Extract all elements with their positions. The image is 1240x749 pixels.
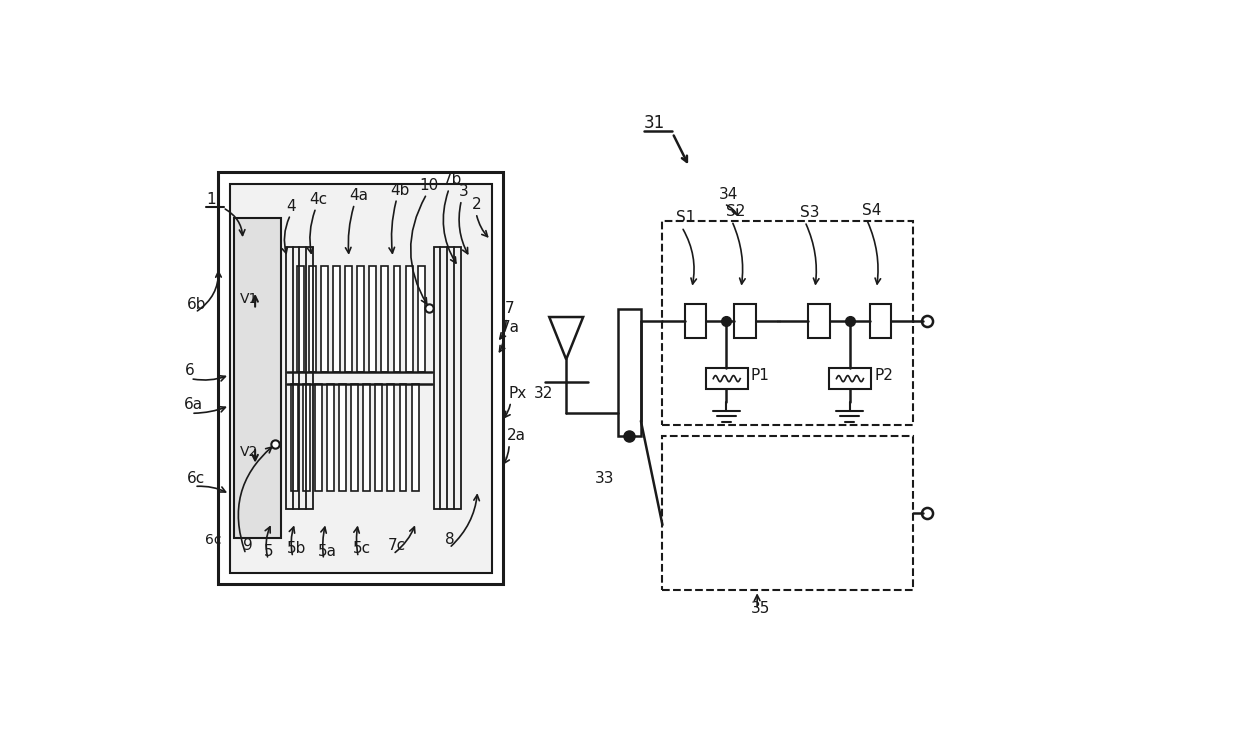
- Text: Px: Px: [508, 386, 527, 401]
- Text: 1: 1: [206, 192, 216, 207]
- Text: S3: S3: [800, 205, 818, 220]
- Text: 9: 9: [243, 539, 253, 554]
- Bar: [393, 266, 401, 372]
- Text: 32: 32: [534, 386, 553, 401]
- Bar: [387, 384, 394, 491]
- Text: 10: 10: [419, 178, 439, 193]
- Bar: [291, 384, 298, 491]
- Bar: [351, 384, 358, 491]
- Text: 5b: 5b: [286, 542, 306, 557]
- Bar: [684, 304, 707, 338]
- Text: 6c: 6c: [205, 533, 222, 548]
- Text: S1: S1: [676, 210, 696, 225]
- Text: 2a: 2a: [507, 428, 526, 443]
- Bar: [357, 266, 365, 372]
- Text: S4: S4: [862, 203, 882, 218]
- Text: 4a: 4a: [350, 188, 368, 203]
- Bar: [662, 437, 913, 590]
- Bar: [734, 304, 755, 338]
- Text: 8: 8: [445, 533, 455, 548]
- Bar: [706, 368, 748, 389]
- Bar: [303, 384, 310, 491]
- Text: 34: 34: [719, 187, 738, 202]
- Bar: [869, 304, 892, 338]
- Bar: [298, 266, 304, 372]
- Bar: [309, 266, 316, 372]
- Text: 2: 2: [472, 197, 482, 212]
- Bar: [434, 247, 461, 509]
- Bar: [399, 384, 407, 491]
- Bar: [412, 384, 419, 491]
- Bar: [618, 309, 641, 437]
- Bar: [321, 266, 329, 372]
- Text: 7c: 7c: [388, 539, 405, 554]
- Bar: [808, 304, 830, 338]
- Text: 31: 31: [644, 115, 665, 133]
- Text: 7a: 7a: [501, 321, 520, 336]
- Bar: [418, 266, 424, 372]
- Bar: [662, 221, 913, 425]
- Text: 33: 33: [595, 470, 614, 485]
- Bar: [334, 266, 340, 372]
- Text: 6: 6: [185, 363, 195, 377]
- Bar: [370, 266, 377, 372]
- Text: 6b: 6b: [187, 297, 207, 312]
- Bar: [363, 384, 371, 491]
- Text: 4b: 4b: [391, 183, 410, 198]
- Text: 5c: 5c: [353, 542, 371, 557]
- Text: 4: 4: [286, 198, 296, 213]
- Bar: [229, 184, 491, 573]
- Bar: [345, 266, 352, 372]
- Text: V1: V1: [239, 292, 258, 306]
- Text: 4c: 4c: [309, 192, 327, 207]
- Text: 6c: 6c: [186, 470, 205, 485]
- Text: 7: 7: [505, 301, 515, 316]
- Text: P1: P1: [751, 368, 770, 383]
- Text: P2: P2: [874, 368, 893, 383]
- Bar: [315, 384, 322, 491]
- Text: 35: 35: [751, 601, 770, 616]
- Text: 5: 5: [264, 544, 274, 559]
- Bar: [405, 266, 413, 372]
- Text: V2: V2: [239, 446, 258, 459]
- Bar: [340, 384, 346, 491]
- Text: 6a: 6a: [184, 398, 202, 413]
- Text: S2: S2: [727, 204, 745, 219]
- Text: 3: 3: [459, 184, 469, 199]
- Bar: [286, 247, 312, 509]
- Text: 7b: 7b: [443, 172, 463, 187]
- Bar: [327, 384, 334, 491]
- Text: 5a: 5a: [319, 544, 337, 559]
- Bar: [233, 219, 281, 538]
- Bar: [218, 172, 503, 584]
- Bar: [382, 266, 388, 372]
- Bar: [828, 368, 872, 389]
- Bar: [376, 384, 382, 491]
